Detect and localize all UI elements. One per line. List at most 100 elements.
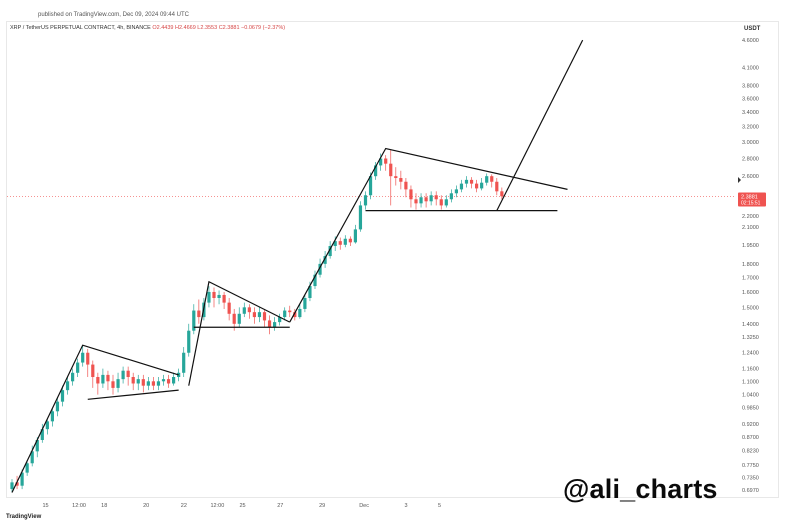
symbol-header: XRP / TetherUS PERPETUAL CONTRACT, 4h, B… <box>10 25 285 31</box>
symbol-info: XRP / TetherUS PERPETUAL CONTRACT, 4h, B… <box>10 25 151 31</box>
candle-body <box>25 463 29 473</box>
candle-body <box>242 307 246 314</box>
current-price-badge: 2.3881 02:15:51 <box>738 192 766 207</box>
candle-body <box>262 312 267 321</box>
candle-body <box>166 379 171 384</box>
candle-body <box>86 352 90 365</box>
candle-body <box>434 195 438 200</box>
candle-body <box>338 241 342 245</box>
price-tick-label: 0.9200 <box>742 422 759 428</box>
time-tick-label: 25 <box>239 503 245 509</box>
candle-body <box>303 297 307 309</box>
candle-body <box>177 372 181 378</box>
candle-body <box>71 372 75 382</box>
candle-body <box>146 381 150 386</box>
candle-body <box>399 178 403 182</box>
price-tick-label: 3.0000 <box>742 140 759 146</box>
price-tick-label: 0.7350 <box>742 475 759 481</box>
price-tick-label: 1.1000 <box>742 379 759 385</box>
price-tick-label: 0.7750 <box>742 463 759 469</box>
candle-body <box>65 381 70 391</box>
candle-body <box>116 379 120 388</box>
candle-body <box>45 421 49 430</box>
trendline-flag-2-upper <box>188 280 291 386</box>
candle-body <box>76 362 80 373</box>
axis-currency: USDT <box>744 26 761 32</box>
candle-body <box>232 313 236 324</box>
candle-body <box>444 199 448 206</box>
price-tick-label: 1.3250 <box>742 335 759 341</box>
candle-body <box>283 310 287 318</box>
candle-body <box>252 312 256 318</box>
price-tick-label: 1.6000 <box>742 290 759 296</box>
candle-body <box>495 181 499 192</box>
candle-body <box>111 381 115 388</box>
candle-body <box>222 294 226 303</box>
candle-body <box>212 291 216 298</box>
candle-body <box>313 274 317 287</box>
candle-body <box>161 379 166 382</box>
candle-body <box>182 352 186 373</box>
time-tick-label: 12:00 <box>72 503 86 509</box>
candle-body <box>353 229 357 243</box>
candle-body <box>40 429 44 440</box>
candle-body <box>480 182 484 189</box>
price-tick-label: 1.2400 <box>742 351 759 357</box>
candle-body <box>490 176 494 182</box>
chart-frame <box>6 21 779 498</box>
candle-body <box>106 374 110 382</box>
time-tick-label: 3 <box>404 503 407 509</box>
candle-body <box>333 241 337 247</box>
candle-body <box>348 238 352 243</box>
price-tick-label: 0.8230 <box>742 448 759 454</box>
candle-body <box>439 199 443 206</box>
price-axis-marker <box>738 177 741 183</box>
candle-body <box>247 307 251 313</box>
candle-body <box>10 482 14 490</box>
candle-body <box>419 197 423 204</box>
candle-body <box>389 163 393 177</box>
time-tick-label: 5 <box>438 503 441 509</box>
candle-body <box>368 176 373 196</box>
candle-body <box>449 193 453 200</box>
candle-body <box>374 165 378 177</box>
candle-body <box>156 381 161 386</box>
price-tick-label: 1.9500 <box>742 243 759 249</box>
price-tick-label: 2.6000 <box>742 174 759 180</box>
time-tick-label: 27 <box>277 503 283 509</box>
price-tick-label: 1.4000 <box>742 322 759 328</box>
candle-body <box>81 352 85 363</box>
price-tick-label: 3.2000 <box>742 125 759 131</box>
candle-body <box>358 205 363 230</box>
candle-body <box>475 183 479 189</box>
price-tick-label: 1.8000 <box>742 262 759 268</box>
candle-body <box>323 256 327 264</box>
candle-body <box>121 370 125 380</box>
candle-body <box>404 181 408 190</box>
time-tick-label: 12:00 <box>211 503 225 509</box>
trendline-breakout-projection <box>496 39 584 211</box>
current-price-timer: 02:15:51 <box>741 200 761 206</box>
candle-body <box>126 370 130 378</box>
candle-body <box>343 238 347 245</box>
price-tick-label: 1.5000 <box>742 305 759 311</box>
candle-body <box>35 439 39 452</box>
candle-body <box>50 411 54 422</box>
time-tick-label: 18 <box>101 503 107 509</box>
candle-body <box>192 310 196 331</box>
candle-body <box>30 451 34 464</box>
published-info: published on TradingView.com, Dec 09, 20… <box>38 12 189 18</box>
candle-body <box>20 472 24 486</box>
ohlc-readout: O2.4439 H2.4669 L2.3553 C2.3881 −0.0679 … <box>152 25 286 31</box>
candle-body <box>424 197 428 202</box>
price-tick-label: 4.1000 <box>742 66 759 72</box>
current-price-label: 2.3881 <box>741 194 758 200</box>
tradingview-logo: TradingView <box>6 514 42 520</box>
candle-body <box>469 179 474 184</box>
time-tick-label: 15 <box>42 503 48 509</box>
price-tick-label: 3.6000 <box>742 97 759 103</box>
candle-body <box>227 302 231 314</box>
candle-body <box>15 482 19 486</box>
candle-body <box>500 191 504 197</box>
